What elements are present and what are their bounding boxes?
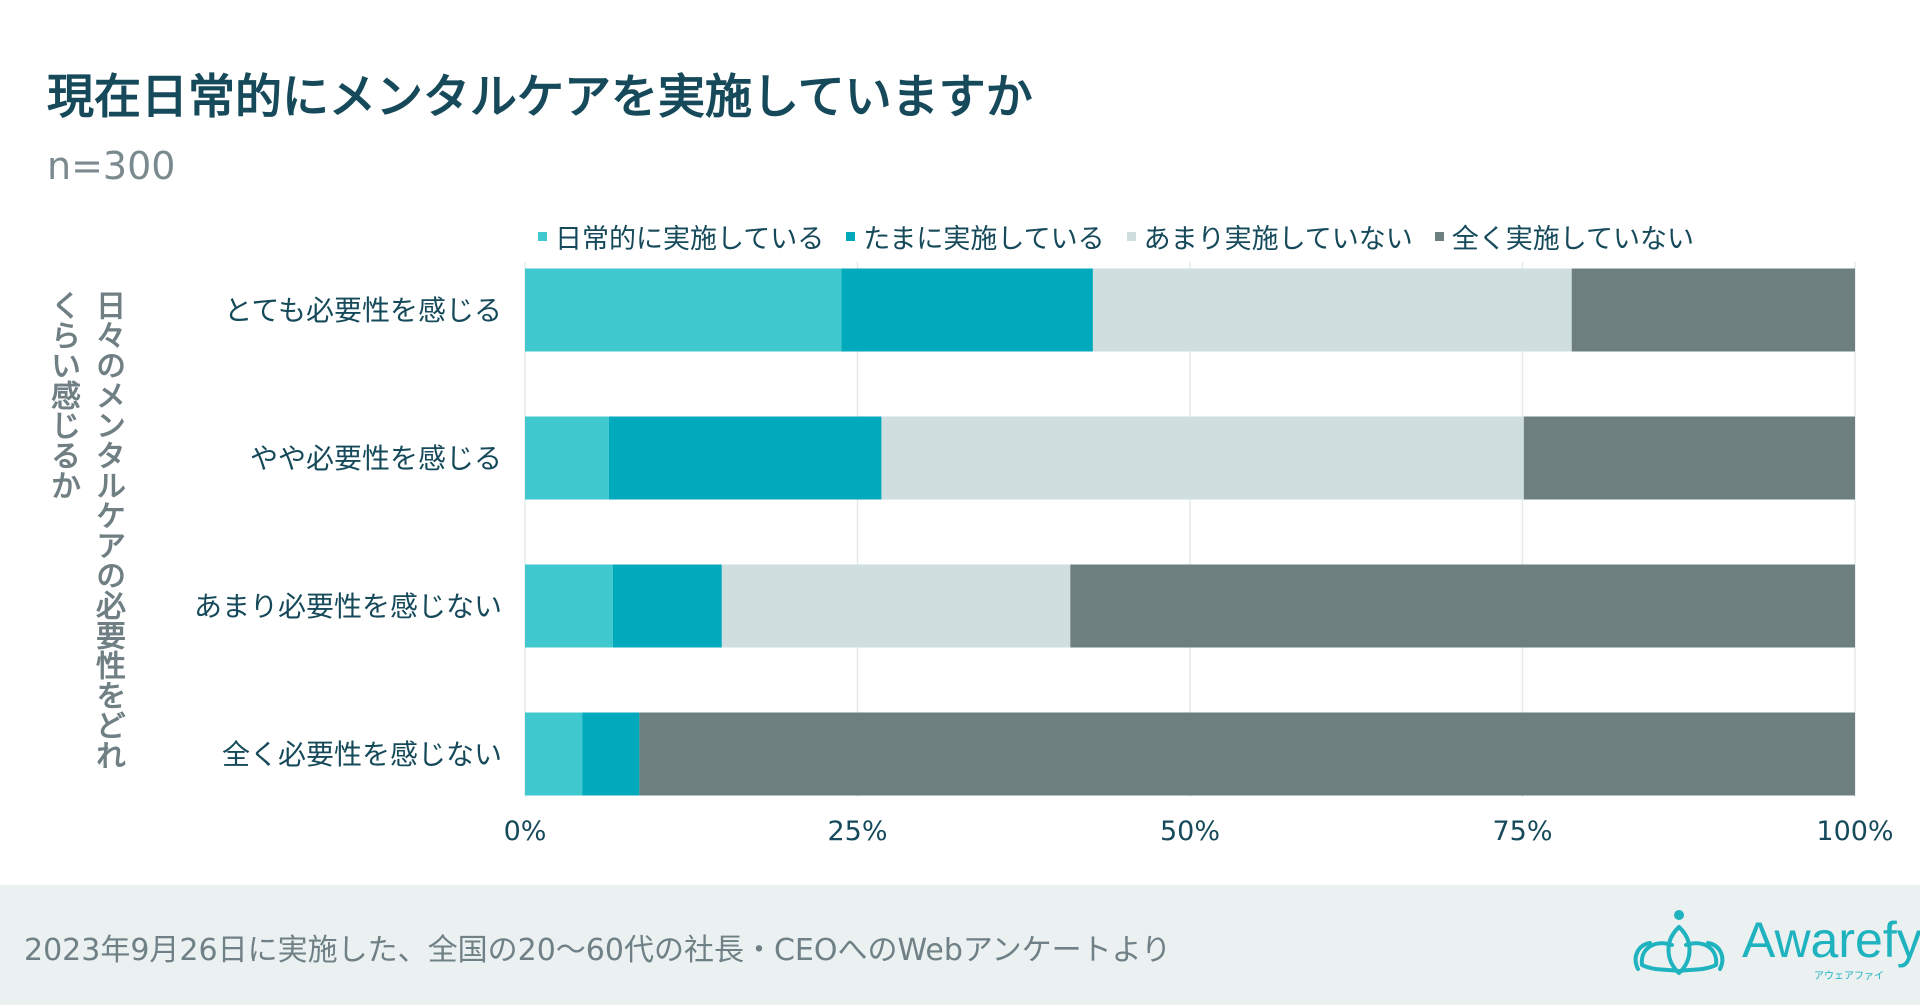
y-axis-title: 日々のメンタルケアの必要性をどれくらい感じるか [45, 290, 125, 770]
bar-segment-3-0 [525, 712, 583, 796]
bar-segment-2-2 [721, 564, 1071, 648]
legend-swatch-daily [538, 231, 547, 241]
bar-segment-1-3 [1523, 416, 1855, 500]
stacked-bar-chart: とても必要性を感じるやや必要性を感じるあまり必要性を感じない全く必要性を感じない… [194, 262, 1894, 847]
x-tick-label-3: 75% [1492, 816, 1552, 847]
logo-katakana: アウェアファイ [1814, 971, 1884, 982]
legend-item-never: 全く実施していない [1434, 217, 1694, 256]
x-tick-label-0: 0% [504, 816, 547, 847]
legend-item-rarely: あまり実施していない [1126, 217, 1413, 256]
logo-wordmark: Awarefy [1742, 912, 1920, 968]
bar-segment-2-3 [1070, 564, 1855, 648]
x-tick-label-1: 25% [827, 816, 887, 847]
bar-segment-0-1 [841, 268, 1093, 352]
legend-label-sometimes: たまに実施している [863, 223, 1105, 255]
x-tick-label-2: 50% [1160, 816, 1220, 847]
bar-segment-2-0 [525, 564, 613, 648]
bar-segment-0-3 [1571, 268, 1855, 352]
bar-segment-3-1 [582, 712, 640, 796]
awarefy-logo: Awarefy アウェアファイ [1624, 905, 1920, 985]
lotus-icon [1633, 910, 1725, 975]
legend: 日常的に実施している たまに実施している あまり実施していない 全く実施していな… [538, 216, 1694, 256]
footer: 2023年9月26日に実施した、全国の20〜60代の社長・CEOへのWebアンケ… [0, 885, 1920, 1005]
legend-label-never: 全く実施していない [1451, 223, 1694, 255]
sample-size: n=300 [47, 144, 176, 188]
bar-segment-0-2 [1092, 268, 1572, 352]
category-label-0: とても必要性を感じる [224, 294, 502, 327]
legend-swatch-sometimes [846, 231, 856, 241]
category-label-3: 全く必要性を感じない [222, 738, 502, 771]
bar-segment-1-1 [608, 416, 882, 500]
bar-segment-1-0 [525, 416, 609, 500]
legend-item-sometimes: たまに実施している [846, 217, 1105, 256]
legend-swatch-never [1434, 231, 1444, 241]
bar-segment-0-0 [525, 268, 842, 352]
bar-segment-1-2 [881, 416, 1524, 500]
chart-title: 現在日常的にメンタルケアを実施していますか [47, 70, 1033, 125]
legend-label-rarely: あまり実施していない [1143, 223, 1413, 255]
legend-swatch-rarely [1126, 231, 1136, 241]
bar-segment-3-3 [639, 712, 1855, 796]
x-tick-label-4: 100% [1816, 816, 1893, 847]
category-label-1: やや必要性を感じる [250, 442, 502, 475]
bar-segment-2-1 [612, 564, 722, 648]
category-label-2: あまり必要性を感じない [194, 590, 502, 623]
legend-label-daily: 日常的に実施している [555, 223, 825, 255]
legend-item-daily: 日常的に実施している [538, 217, 824, 256]
survey-note: 2023年9月26日に実施した、全国の20〜60代の社長・CEOへのWebアンケ… [24, 933, 1172, 968]
